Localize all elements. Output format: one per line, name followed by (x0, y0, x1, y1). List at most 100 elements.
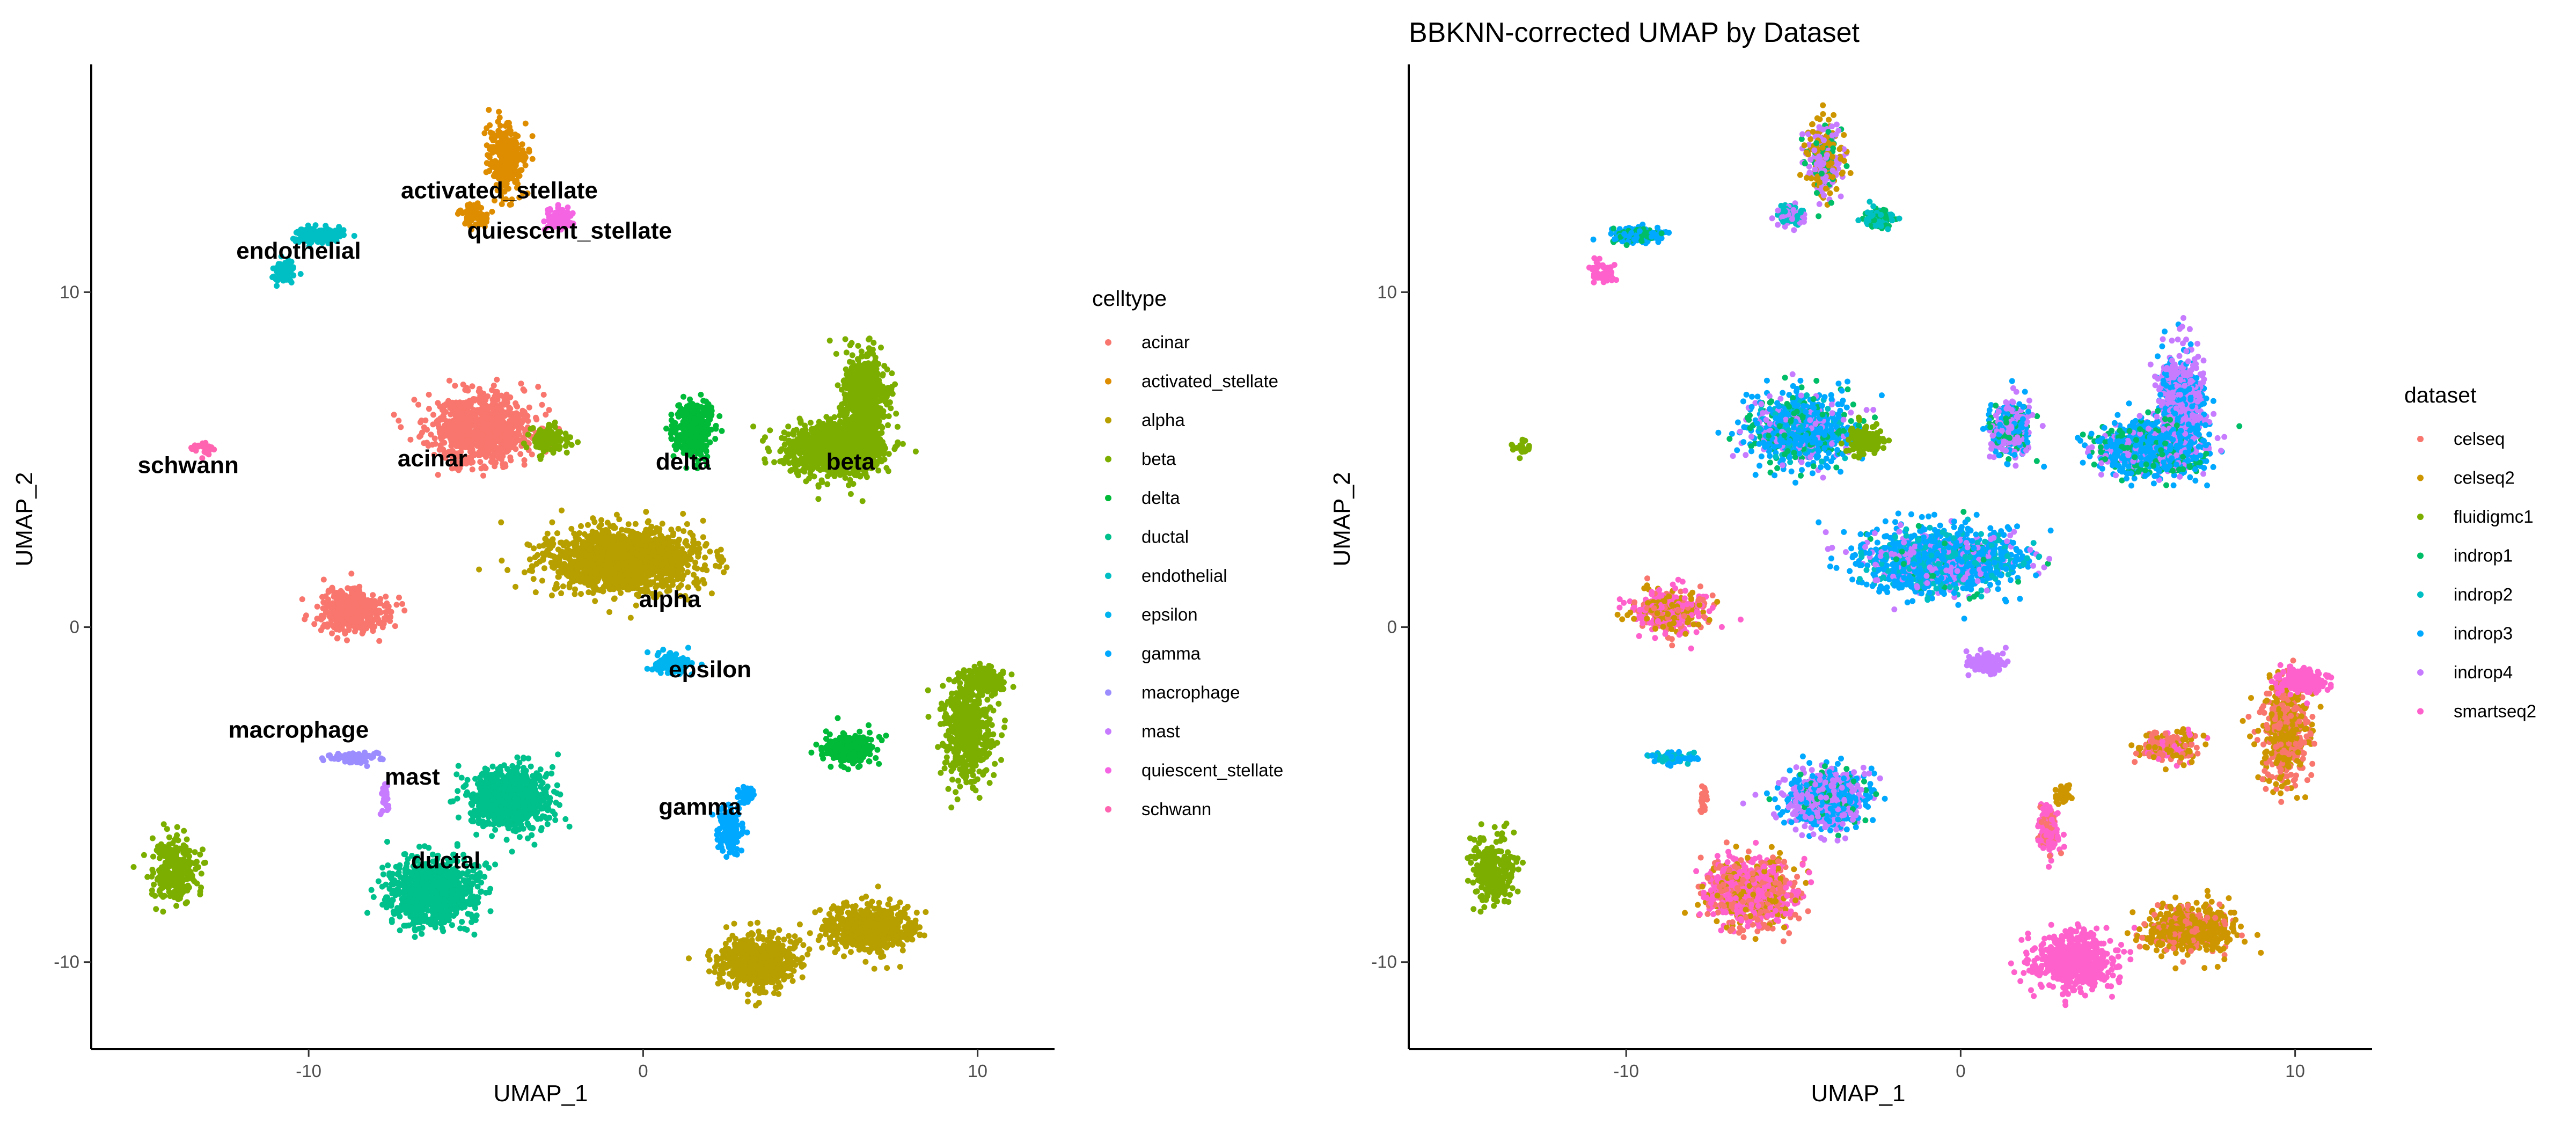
point (590, 568, 596, 575)
point (666, 577, 672, 583)
point (452, 383, 458, 389)
point (771, 990, 777, 996)
point (662, 540, 668, 547)
point (452, 410, 459, 416)
point (526, 556, 533, 562)
point (554, 530, 560, 537)
point (848, 385, 855, 392)
point (733, 935, 739, 942)
point (866, 336, 872, 343)
point (583, 574, 589, 580)
point (845, 910, 851, 916)
point (606, 569, 612, 576)
point (776, 927, 782, 933)
point (819, 945, 825, 951)
point (777, 957, 783, 964)
point (618, 564, 624, 570)
point (686, 955, 692, 962)
point (633, 602, 639, 609)
point (750, 931, 756, 938)
point (481, 463, 487, 470)
point (532, 554, 538, 560)
point (800, 942, 807, 948)
point (743, 953, 750, 959)
point (612, 565, 618, 571)
point (702, 543, 708, 549)
point (537, 558, 543, 565)
point (347, 610, 354, 616)
point (605, 559, 612, 566)
point (627, 614, 634, 621)
point (559, 539, 565, 546)
point (401, 608, 408, 614)
point (513, 583, 518, 590)
point (878, 345, 884, 351)
point (484, 440, 491, 446)
point (350, 603, 357, 609)
point (775, 974, 781, 980)
point (544, 530, 551, 537)
point (880, 384, 886, 390)
point (726, 970, 733, 977)
point (785, 964, 792, 970)
point (444, 420, 450, 426)
point (870, 340, 877, 346)
point (900, 934, 906, 940)
point (550, 564, 555, 570)
point (480, 472, 486, 479)
point (836, 924, 842, 930)
point (712, 969, 718, 975)
point (526, 567, 533, 574)
point (888, 405, 894, 412)
point (850, 903, 856, 910)
point (714, 961, 720, 968)
point (684, 521, 690, 527)
point (435, 422, 441, 428)
point (610, 538, 617, 545)
point (911, 929, 918, 935)
point (700, 534, 706, 540)
point (647, 579, 654, 586)
point (358, 598, 365, 604)
point (650, 548, 657, 554)
point (624, 572, 630, 578)
point (842, 336, 848, 342)
point (721, 569, 727, 575)
point (804, 952, 811, 957)
point (577, 560, 584, 566)
point (866, 949, 873, 955)
point (723, 964, 729, 971)
point (555, 443, 561, 450)
point (882, 918, 888, 924)
point (549, 519, 555, 525)
point (396, 595, 402, 601)
point (502, 433, 508, 440)
point (567, 434, 573, 441)
point (775, 979, 782, 986)
point (680, 528, 687, 535)
point (624, 554, 630, 560)
point (736, 967, 743, 974)
point (475, 442, 481, 448)
point (910, 921, 916, 928)
point (863, 353, 869, 360)
point (446, 377, 452, 384)
point (357, 607, 363, 613)
point (874, 916, 880, 922)
point (553, 434, 559, 441)
point (513, 400, 519, 406)
point (323, 593, 329, 599)
point (847, 949, 854, 955)
point (796, 921, 803, 927)
point (539, 577, 545, 584)
point (466, 409, 472, 415)
point (826, 927, 832, 933)
point (568, 442, 575, 448)
point (648, 523, 655, 530)
point (847, 396, 853, 402)
point (792, 933, 798, 940)
point (640, 565, 647, 572)
point (547, 545, 553, 552)
point (640, 537, 647, 543)
point (334, 590, 340, 597)
